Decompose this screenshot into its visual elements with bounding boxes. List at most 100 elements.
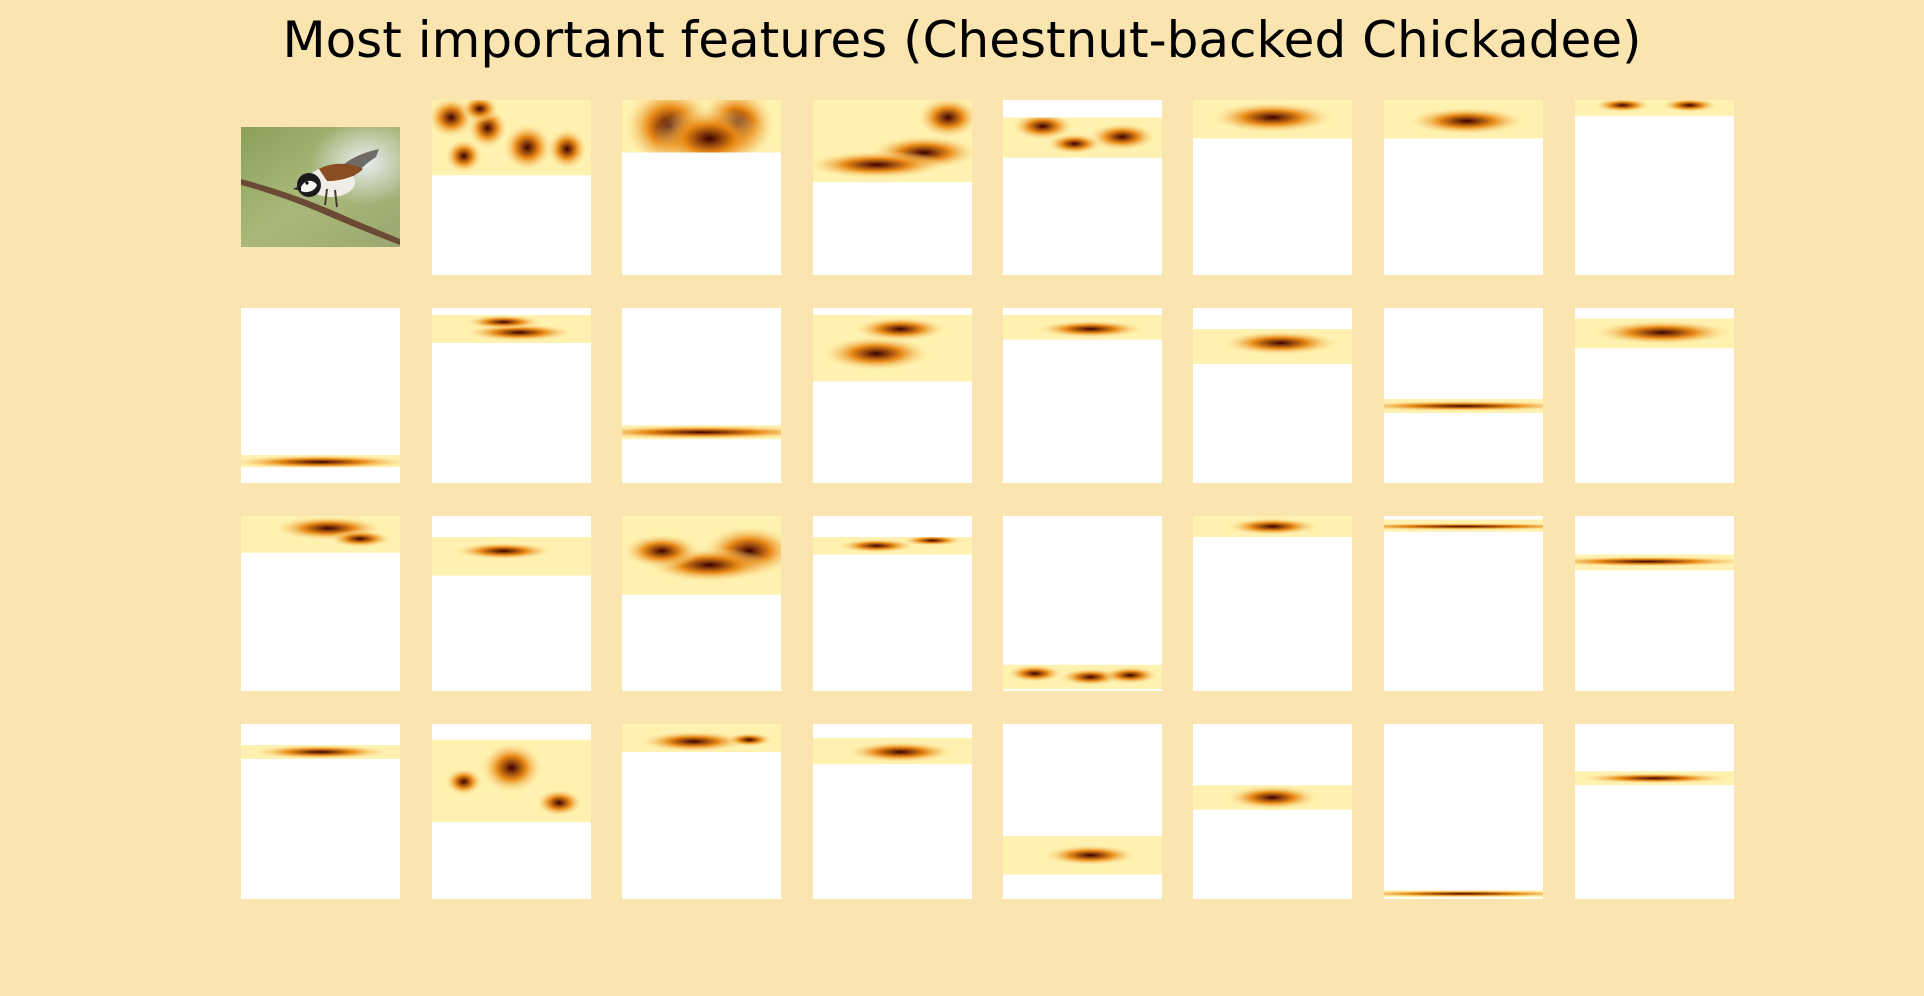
heatmap [432, 537, 591, 576]
page-title: Most important features (Chestnut-backed… [282, 11, 1642, 69]
feature-map-tile [1384, 724, 1543, 899]
heatmap [241, 516, 400, 553]
feature-map-tile [1193, 308, 1352, 483]
heatmap [1384, 519, 1543, 532]
heatmap [813, 738, 972, 765]
feature-map-tile [1575, 308, 1734, 483]
heatmap-blob [1034, 320, 1147, 338]
feature-map-tile [622, 724, 781, 899]
heatmap [1575, 771, 1734, 786]
feature-map-tile [813, 724, 972, 899]
heatmap [622, 516, 781, 595]
heatmap [1575, 554, 1734, 571]
heatmap-blob [444, 138, 483, 174]
heatmap-blob [444, 767, 483, 796]
feature-map-tile [1003, 516, 1162, 691]
heatmap-blob [1384, 400, 1543, 412]
heatmap-blob [622, 533, 702, 569]
heatmap [813, 315, 972, 382]
feature-map-tile [622, 516, 781, 691]
chickadee-image [241, 127, 400, 247]
heatmap [1193, 785, 1352, 810]
heatmap [1003, 836, 1162, 875]
heatmap-blob [820, 336, 933, 371]
heatmap-blob [463, 315, 544, 329]
heatmap-blob [1087, 122, 1158, 151]
heatmap-blob [1660, 100, 1719, 113]
heatmap-blob [1010, 117, 1075, 141]
heatmap [1003, 117, 1162, 158]
heatmap-blob [1224, 517, 1321, 536]
heatmap-blob [452, 542, 555, 560]
heatmap-blob [1045, 133, 1104, 155]
heatmap [1003, 315, 1162, 340]
feature-map-tile [241, 516, 400, 691]
feature-map-tile [1193, 724, 1352, 899]
heatmap-blob [248, 745, 393, 759]
heatmap-blob [1006, 664, 1064, 683]
heatmap [1384, 399, 1543, 413]
feature-map-tile [813, 516, 972, 691]
feature-map-tile [622, 100, 781, 275]
feature-map-tile [813, 100, 972, 275]
heatmap-blob [1224, 785, 1321, 810]
heatmap-blob [1042, 844, 1139, 866]
feature-map-tile [432, 308, 591, 483]
heatmap [241, 745, 400, 759]
heatmap-blob [725, 732, 774, 747]
feature-map-tile [1384, 308, 1543, 483]
feature-map-tile [1575, 724, 1734, 899]
heatmap-blob [1101, 666, 1159, 684]
heatmap [432, 739, 591, 822]
heatmap-blob [637, 731, 750, 752]
feature-map-tile [241, 724, 400, 899]
heatmap-blob [1575, 773, 1734, 784]
heatmap-blob [1384, 890, 1543, 898]
heatmap-blob [653, 107, 766, 153]
heatmap [1384, 100, 1543, 139]
heatmap-blob [844, 741, 957, 763]
heatmap-blob [852, 316, 949, 342]
heatmap [1003, 664, 1162, 690]
heatmap [622, 425, 781, 440]
feature-map-tile [1003, 724, 1162, 899]
feature-map-tile [1384, 100, 1543, 275]
feature-map-tile [622, 308, 781, 483]
feature-map-tile [432, 724, 591, 899]
feature-map-tile [1575, 100, 1734, 275]
heatmap-blob [241, 455, 400, 468]
feature-map-tile [1384, 516, 1543, 691]
heatmap-blob [1590, 320, 1734, 345]
heatmap-blob [501, 122, 553, 172]
feature-map-tile [1003, 308, 1162, 483]
heatmap-blob [1594, 100, 1652, 113]
heatmap [813, 100, 972, 183]
heatmap-blob [535, 788, 584, 817]
heatmap [1193, 516, 1352, 537]
heatmap [432, 100, 591, 176]
feature-map-tile [432, 100, 591, 275]
heatmap-blob [916, 100, 972, 139]
heatmap-blob [836, 538, 917, 553]
feature-map-tile [432, 516, 591, 691]
heatmap [1575, 318, 1734, 349]
feature-map-tile [1193, 516, 1352, 691]
heatmap [1193, 100, 1352, 139]
heatmap-blob [1208, 101, 1337, 134]
feature-map-tile [813, 308, 972, 483]
heatmap [1193, 329, 1352, 364]
heatmap-blob [328, 530, 393, 548]
heatmap-blob [460, 100, 499, 123]
feature-map-tile [1003, 100, 1162, 275]
heatmap-blob [546, 128, 588, 170]
heatmap [622, 100, 781, 153]
heatmap [813, 537, 972, 555]
input-image [241, 127, 400, 247]
heatmap [1384, 890, 1543, 898]
feature-map-tile [1575, 516, 1734, 691]
heatmap-blob [1220, 330, 1341, 356]
heatmap-blob [1406, 107, 1528, 135]
heatmap-blob [1384, 523, 1543, 530]
heatmap [1575, 100, 1734, 116]
